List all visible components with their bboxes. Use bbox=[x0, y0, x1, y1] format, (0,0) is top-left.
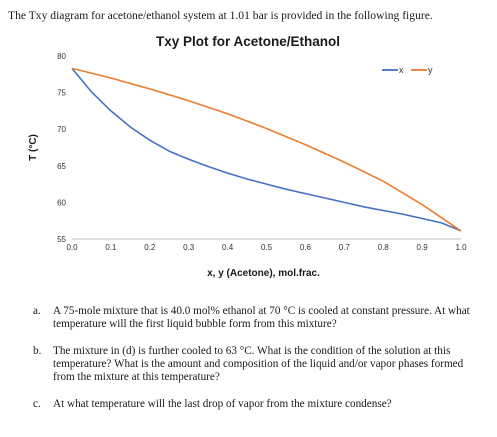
chart-title: Txy Plot for Acetone/Ethanol bbox=[156, 34, 340, 49]
x-tick-label: 0.1 bbox=[105, 243, 117, 252]
legend-label-y: y bbox=[428, 65, 433, 75]
question-c-text: At what temperature will the last drop o… bbox=[53, 398, 392, 410]
series-layer bbox=[71, 67, 462, 232]
question-b-letter: b. bbox=[33, 345, 42, 357]
y-tick-label: 75 bbox=[57, 89, 66, 98]
problem-intro: The Txy diagram for acetone/ethanol syst… bbox=[8, 9, 433, 22]
series-line-x bbox=[71, 67, 462, 232]
x-axis-ticks: 0.0 0.1 0.2 0.3 0.4 0.5 0.6 0.7 0.8 0.9 1.0 bbox=[66, 243, 467, 252]
question-a-letter: a. bbox=[33, 305, 41, 317]
x-tick-label: 0.0 bbox=[66, 243, 78, 252]
y-axis-ticks: 55 60 65 70 75 80 bbox=[57, 52, 66, 244]
x-tick-label: 0.7 bbox=[339, 243, 351, 252]
y-tick-label: 70 bbox=[57, 125, 66, 134]
question-c-letter: c. bbox=[33, 398, 41, 410]
y-axis-title: T (°C) bbox=[28, 134, 39, 161]
x-tick-label: 1.0 bbox=[455, 243, 467, 252]
y-tick-label: 65 bbox=[57, 162, 66, 171]
y-tick-label: 55 bbox=[57, 235, 66, 244]
legend-label-x: x bbox=[399, 65, 404, 75]
question-a-text: A 75-mole mixture that is 40.0 mol% etha… bbox=[53, 305, 470, 331]
x-tick-label: 0.9 bbox=[417, 243, 429, 252]
x-tick-label: 0.8 bbox=[378, 243, 390, 252]
question-b-text: The mixture in (d) is further cooled to … bbox=[53, 345, 464, 384]
series-line-y bbox=[71, 67, 462, 232]
y-tick-label: 60 bbox=[57, 198, 66, 207]
txy-chart: Txy Plot for Acetone/Ethanol 55 60 65 70 75 8… bbox=[28, 34, 467, 279]
x-tick-label: 0.6 bbox=[300, 243, 312, 252]
x-tick-label: 0.2 bbox=[144, 243, 156, 252]
x-tick-label: 0.3 bbox=[183, 243, 195, 252]
x-tick-label: 0.5 bbox=[261, 243, 273, 252]
y-tick-label: 80 bbox=[57, 52, 66, 61]
x-tick-label: 0.4 bbox=[222, 243, 234, 252]
x-axis-title: x, y (Acetone), mol.frac. bbox=[207, 268, 320, 279]
